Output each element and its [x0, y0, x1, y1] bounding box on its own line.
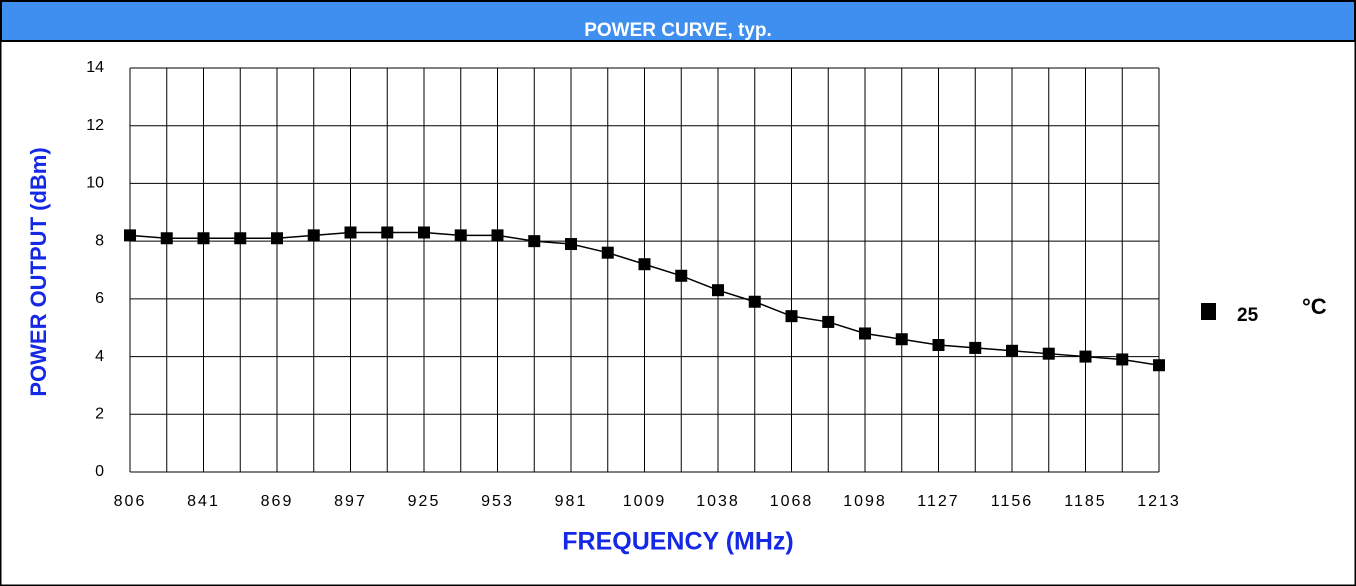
y-tick-label: 2 — [95, 406, 104, 423]
y-tick-label: 6 — [95, 290, 104, 307]
x-tick-label: 1038 — [696, 493, 740, 510]
data-point — [418, 226, 430, 239]
legend-marker — [1201, 303, 1216, 320]
data-point — [932, 339, 945, 352]
x-tick-label: 953 — [481, 493, 514, 510]
y-axis-label: POWER OUTPUT (dBm) — [26, 147, 51, 396]
x-tick-label: 1156 — [991, 493, 1033, 510]
data-point — [234, 232, 247, 245]
x-tick-label: 1098 — [843, 493, 887, 510]
data-point — [785, 310, 798, 323]
y-tick-label: 14 — [86, 59, 104, 76]
data-point — [528, 235, 541, 248]
y-tick-label: 10 — [86, 175, 104, 192]
x-tick-label: 806 — [114, 493, 147, 510]
data-point — [1116, 353, 1129, 366]
x-tick-label: 1213 — [1137, 493, 1181, 510]
data-point — [454, 229, 467, 242]
data-point — [822, 315, 835, 328]
data-point — [344, 226, 357, 239]
data-point — [197, 232, 210, 245]
data-point — [748, 295, 761, 308]
y-tick-label: 4 — [95, 348, 104, 365]
data-point — [565, 238, 577, 251]
data-point — [1006, 344, 1018, 357]
y-tick-label: 0 — [95, 463, 104, 480]
chart-title: POWER CURVE, typ. — [584, 20, 772, 41]
y-tick-label: 12 — [86, 117, 104, 134]
x-tick-label: 897 — [334, 493, 367, 510]
x-tick-label: 1127 — [917, 493, 959, 510]
data-point — [638, 258, 651, 271]
legend-label: 25 — [1237, 305, 1259, 326]
data-point — [271, 232, 283, 245]
x-axis-label: FREQUENCY (MHz) — [562, 528, 793, 556]
data-point — [381, 226, 394, 239]
title-bar — [0, 0, 1356, 42]
data-point — [969, 341, 982, 354]
x-tick-label: 981 — [555, 493, 588, 510]
data-point — [124, 229, 136, 242]
data-point — [491, 229, 504, 242]
data-point — [160, 232, 173, 245]
data-point — [712, 284, 724, 297]
data-point — [307, 229, 320, 242]
data-point — [859, 327, 871, 340]
data-point — [1079, 350, 1092, 363]
y-tick-label: 8 — [95, 232, 104, 249]
x-tick-label: 841 — [187, 493, 220, 510]
legend-unit: °C — [1302, 294, 1327, 319]
data-point — [895, 333, 908, 346]
x-tick-label: 1068 — [770, 493, 814, 510]
x-tick-label: 925 — [408, 493, 441, 510]
data-point — [675, 269, 688, 282]
data-point — [1042, 347, 1055, 360]
data-point — [1153, 359, 1165, 372]
x-tick-label: 1009 — [623, 493, 667, 510]
data-point — [601, 246, 614, 259]
x-tick-label: 1185 — [1064, 493, 1106, 510]
x-tick-label: 869 — [261, 493, 294, 510]
